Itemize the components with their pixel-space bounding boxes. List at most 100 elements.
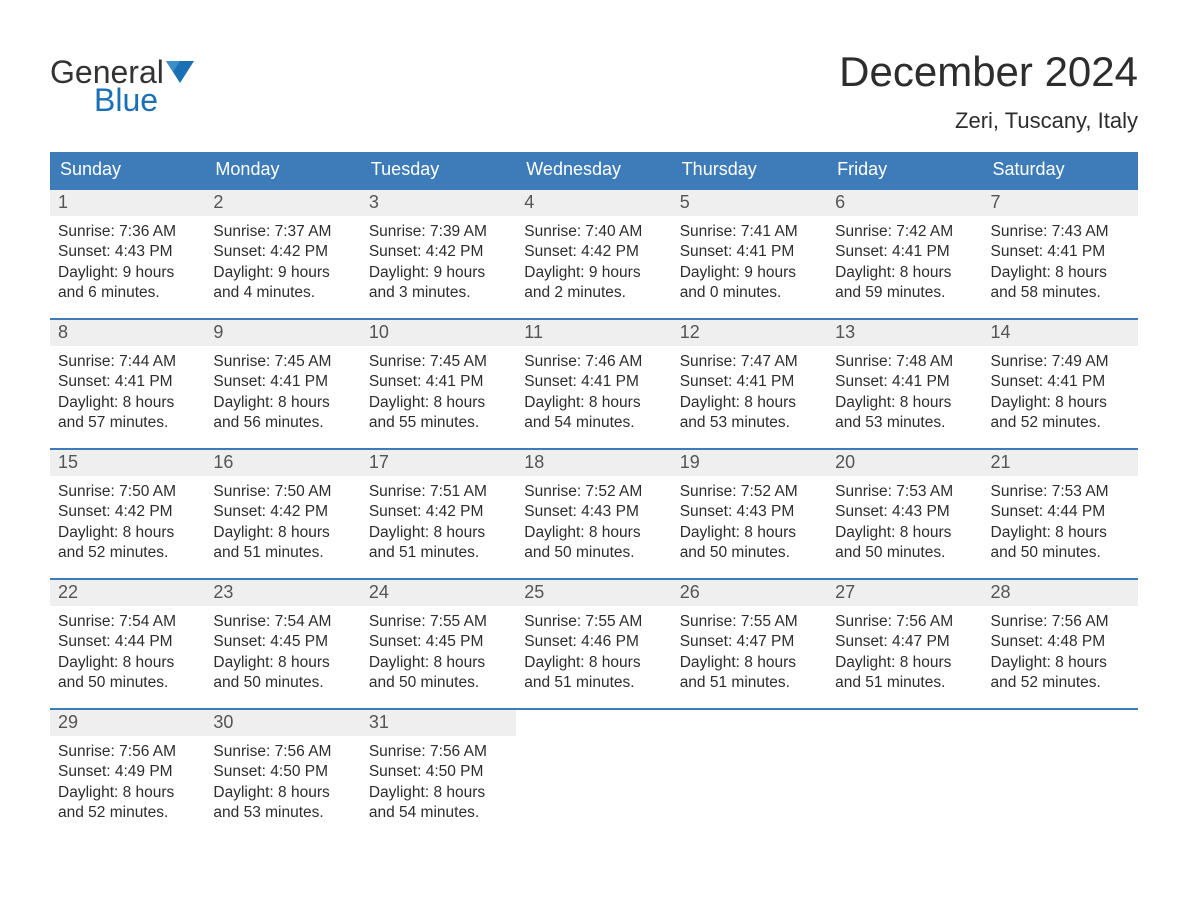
- calendar-day: 18Sunrise: 7:52 AMSunset: 4:43 PMDayligh…: [516, 450, 671, 578]
- calendar-day: 10Sunrise: 7:45 AMSunset: 4:41 PMDayligh…: [361, 320, 516, 448]
- day-number: 6: [827, 190, 982, 216]
- dow-friday: Friday: [827, 152, 982, 188]
- day-body: Sunrise: 7:36 AMSunset: 4:43 PMDaylight:…: [50, 216, 205, 312]
- day-body: Sunrise: 7:50 AMSunset: 4:42 PMDaylight:…: [205, 476, 360, 572]
- sunset-text: Sunset: 4:42 PM: [58, 502, 197, 522]
- daylight-line1: Daylight: 8 hours: [680, 523, 819, 543]
- daylight-line1: Daylight: 8 hours: [58, 653, 197, 673]
- calendar-week: 29Sunrise: 7:56 AMSunset: 4:49 PMDayligh…: [50, 708, 1138, 838]
- daylight-line2: and 54 minutes.: [524, 413, 663, 433]
- location: Zeri, Tuscany, Italy: [839, 108, 1138, 134]
- daylight-line2: and 3 minutes.: [369, 283, 508, 303]
- day-number: 13: [827, 320, 982, 346]
- sunset-text: Sunset: 4:42 PM: [213, 502, 352, 522]
- day-body: Sunrise: 7:51 AMSunset: 4:42 PMDaylight:…: [361, 476, 516, 572]
- sunrise-text: Sunrise: 7:50 AM: [58, 482, 197, 502]
- sunrise-text: Sunrise: 7:56 AM: [58, 742, 197, 762]
- daylight-line1: Daylight: 8 hours: [991, 263, 1130, 283]
- calendar-day: 7Sunrise: 7:43 AMSunset: 4:41 PMDaylight…: [983, 190, 1138, 318]
- sunset-text: Sunset: 4:41 PM: [991, 372, 1130, 392]
- daylight-line2: and 52 minutes.: [991, 673, 1130, 693]
- daylight-line1: Daylight: 8 hours: [58, 783, 197, 803]
- calendar-day: 27Sunrise: 7:56 AMSunset: 4:47 PMDayligh…: [827, 580, 982, 708]
- calendar-day: 26Sunrise: 7:55 AMSunset: 4:47 PMDayligh…: [672, 580, 827, 708]
- day-body: Sunrise: 7:45 AMSunset: 4:41 PMDaylight:…: [205, 346, 360, 442]
- day-number: 8: [50, 320, 205, 346]
- dow-wednesday: Wednesday: [516, 152, 671, 188]
- day-number: 23: [205, 580, 360, 606]
- sunset-text: Sunset: 4:44 PM: [58, 632, 197, 652]
- sunrise-text: Sunrise: 7:54 AM: [213, 612, 352, 632]
- daylight-line2: and 57 minutes.: [58, 413, 197, 433]
- sunrise-text: Sunrise: 7:37 AM: [213, 222, 352, 242]
- day-number-empty: [827, 710, 982, 736]
- daylight-line2: and 51 minutes.: [680, 673, 819, 693]
- daylight-line2: and 53 minutes.: [213, 803, 352, 823]
- day-body: Sunrise: 7:56 AMSunset: 4:47 PMDaylight:…: [827, 606, 982, 702]
- day-body: Sunrise: 7:45 AMSunset: 4:41 PMDaylight:…: [361, 346, 516, 442]
- title-block: December 2024 Zeri, Tuscany, Italy: [839, 48, 1138, 134]
- sunset-text: Sunset: 4:45 PM: [369, 632, 508, 652]
- day-number: 22: [50, 580, 205, 606]
- sunset-text: Sunset: 4:50 PM: [369, 762, 508, 782]
- calendar-day: 17Sunrise: 7:51 AMSunset: 4:42 PMDayligh…: [361, 450, 516, 578]
- calendar-day: 24Sunrise: 7:55 AMSunset: 4:45 PMDayligh…: [361, 580, 516, 708]
- sunset-text: Sunset: 4:41 PM: [991, 242, 1130, 262]
- sunset-text: Sunset: 4:43 PM: [680, 502, 819, 522]
- sunset-text: Sunset: 4:41 PM: [213, 372, 352, 392]
- day-body: Sunrise: 7:55 AMSunset: 4:47 PMDaylight:…: [672, 606, 827, 702]
- sunrise-text: Sunrise: 7:55 AM: [524, 612, 663, 632]
- sunrise-text: Sunrise: 7:39 AM: [369, 222, 508, 242]
- sunset-text: Sunset: 4:43 PM: [835, 502, 974, 522]
- day-body: Sunrise: 7:53 AMSunset: 4:43 PMDaylight:…: [827, 476, 982, 572]
- day-body: Sunrise: 7:54 AMSunset: 4:44 PMDaylight:…: [50, 606, 205, 702]
- daylight-line2: and 58 minutes.: [991, 283, 1130, 303]
- day-body: Sunrise: 7:48 AMSunset: 4:41 PMDaylight:…: [827, 346, 982, 442]
- sunset-text: Sunset: 4:41 PM: [835, 372, 974, 392]
- sunrise-text: Sunrise: 7:56 AM: [835, 612, 974, 632]
- day-number: 11: [516, 320, 671, 346]
- calendar-day: [672, 710, 827, 838]
- day-number: 9: [205, 320, 360, 346]
- daylight-line2: and 6 minutes.: [58, 283, 197, 303]
- calendar-week: 1Sunrise: 7:36 AMSunset: 4:43 PMDaylight…: [50, 188, 1138, 318]
- sunrise-text: Sunrise: 7:41 AM: [680, 222, 819, 242]
- sunset-text: Sunset: 4:45 PM: [213, 632, 352, 652]
- daylight-line1: Daylight: 8 hours: [58, 523, 197, 543]
- daylight-line1: Daylight: 9 hours: [524, 263, 663, 283]
- logo-text-blue: Blue: [50, 84, 194, 116]
- sunset-text: Sunset: 4:48 PM: [991, 632, 1130, 652]
- daylight-line2: and 50 minutes.: [213, 673, 352, 693]
- calendar-day: 6Sunrise: 7:42 AMSunset: 4:41 PMDaylight…: [827, 190, 982, 318]
- sunrise-text: Sunrise: 7:55 AM: [680, 612, 819, 632]
- daylight-line2: and 50 minutes.: [524, 543, 663, 563]
- day-number-empty: [672, 710, 827, 736]
- sunrise-text: Sunrise: 7:42 AM: [835, 222, 974, 242]
- day-number: 7: [983, 190, 1138, 216]
- day-body: Sunrise: 7:55 AMSunset: 4:46 PMDaylight:…: [516, 606, 671, 702]
- sunrise-text: Sunrise: 7:40 AM: [524, 222, 663, 242]
- day-number: 21: [983, 450, 1138, 476]
- calendar-day: 28Sunrise: 7:56 AMSunset: 4:48 PMDayligh…: [983, 580, 1138, 708]
- day-body: Sunrise: 7:55 AMSunset: 4:45 PMDaylight:…: [361, 606, 516, 702]
- calendar-day: 31Sunrise: 7:56 AMSunset: 4:50 PMDayligh…: [361, 710, 516, 838]
- daylight-line1: Daylight: 8 hours: [680, 653, 819, 673]
- day-number: 3: [361, 190, 516, 216]
- day-of-week-header: Sunday Monday Tuesday Wednesday Thursday…: [50, 152, 1138, 188]
- daylight-line2: and 56 minutes.: [213, 413, 352, 433]
- day-number: 28: [983, 580, 1138, 606]
- calendar-day: 15Sunrise: 7:50 AMSunset: 4:42 PMDayligh…: [50, 450, 205, 578]
- day-number: 19: [672, 450, 827, 476]
- day-body: Sunrise: 7:41 AMSunset: 4:41 PMDaylight:…: [672, 216, 827, 312]
- daylight-line1: Daylight: 8 hours: [213, 653, 352, 673]
- daylight-line1: Daylight: 8 hours: [835, 393, 974, 413]
- header: General Blue December 2024 Zeri, Tuscany…: [50, 48, 1138, 134]
- calendar-day: 13Sunrise: 7:48 AMSunset: 4:41 PMDayligh…: [827, 320, 982, 448]
- daylight-line1: Daylight: 8 hours: [213, 783, 352, 803]
- sunset-text: Sunset: 4:41 PM: [835, 242, 974, 262]
- daylight-line1: Daylight: 8 hours: [680, 393, 819, 413]
- day-body: Sunrise: 7:53 AMSunset: 4:44 PMDaylight:…: [983, 476, 1138, 572]
- day-number: 5: [672, 190, 827, 216]
- day-body: Sunrise: 7:44 AMSunset: 4:41 PMDaylight:…: [50, 346, 205, 442]
- sunset-text: Sunset: 4:41 PM: [680, 242, 819, 262]
